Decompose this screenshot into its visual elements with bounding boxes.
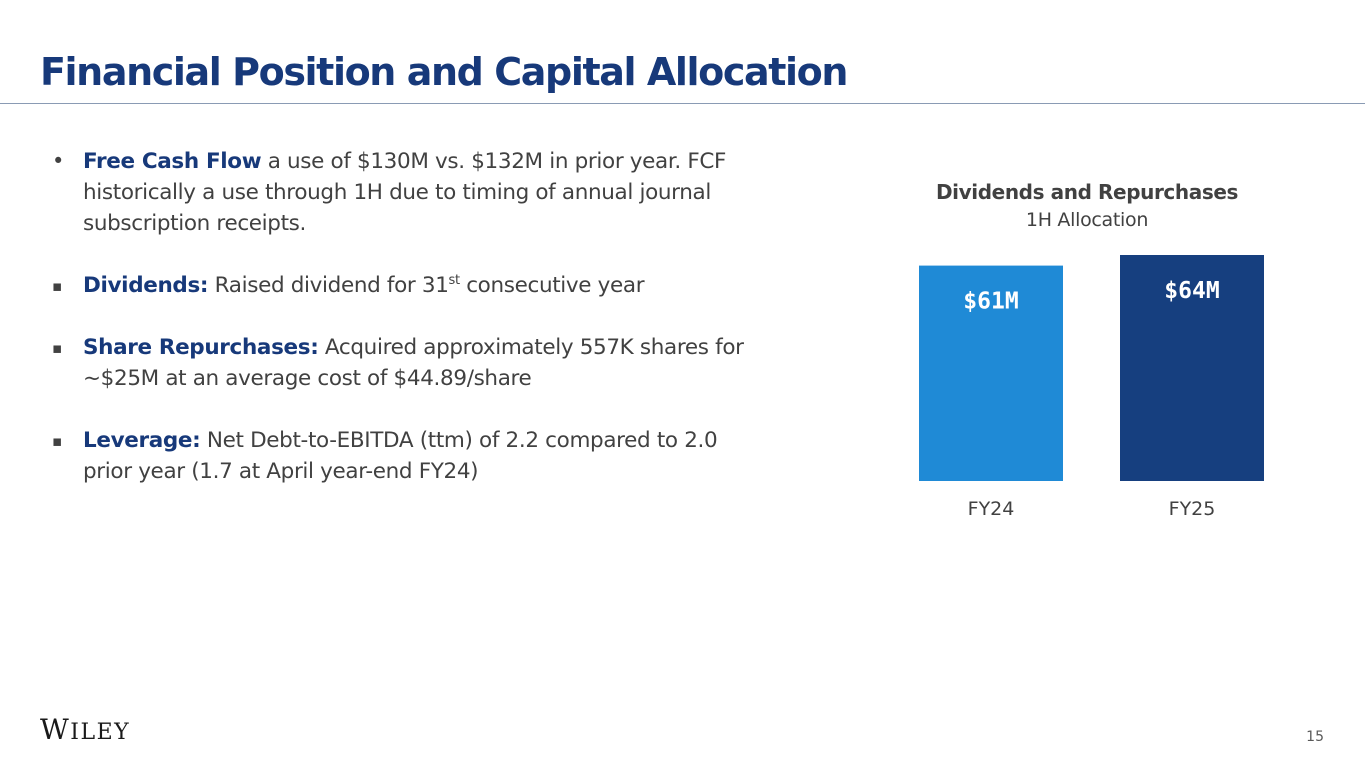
bullet-list: • Free Cash Flow a use of $130M vs. $132… [52, 146, 772, 487]
bullet-marker: • [52, 149, 65, 173]
bullet-item-share-repurchases: ▪ Share Repurchases: Acquired approximat… [52, 332, 772, 394]
bullet-marker: ▪ [52, 277, 62, 295]
bullet-text: consecutive year [459, 273, 645, 298]
bullet-superscript: st [448, 272, 461, 288]
bar-fy25 [1120, 255, 1264, 481]
bullet-text: Raised dividend for 31 [208, 273, 449, 298]
bar-fy24 [919, 265, 1063, 481]
bullet-item-dividends: ▪ Dividends: Raised dividend for 31st co… [52, 270, 772, 301]
title-divider [0, 103, 1365, 104]
bullet-text: a use of $130M vs. $132M in prior year. … [83, 149, 727, 236]
bullet-item-leverage: ▪ Leverage: Net Debt-to-EBITDA (ttm) of … [52, 425, 772, 487]
bullet-item-free-cash-flow: • Free Cash Flow a use of $130M vs. $132… [52, 146, 772, 239]
page-title: Financial Position and Capital Allocatio… [40, 50, 848, 94]
bar-value-label: $61M [963, 289, 1018, 315]
bullet-lead: Leverage: [83, 428, 201, 453]
x-tick-label: FY24 [968, 498, 1015, 520]
bullet-lead: Free Cash Flow [83, 149, 262, 174]
bullet-marker: ▪ [52, 339, 62, 357]
x-tick-label: FY25 [1169, 498, 1216, 520]
bullet-lead: Dividends: [83, 273, 209, 298]
logo-rest: ILEY [70, 720, 131, 745]
chart-title: Dividends and Repurchases [935, 180, 1238, 204]
bar-value-label: $64M [1164, 278, 1219, 304]
bullet-lead: Share Repurchases: [83, 335, 319, 360]
wiley-logo: WILEY [40, 715, 130, 749]
bullet-marker: ▪ [52, 432, 62, 450]
bullet-text: Net Debt-to-EBITDA (ttm) of 2.2 compared… [83, 428, 718, 484]
page-number: 15 [1306, 729, 1324, 745]
bullet-text: Acquired approximately 557K shares for ~… [83, 335, 744, 391]
chart-subtitle: 1H Allocation [1025, 209, 1149, 231]
logo-initial: W [40, 713, 71, 746]
